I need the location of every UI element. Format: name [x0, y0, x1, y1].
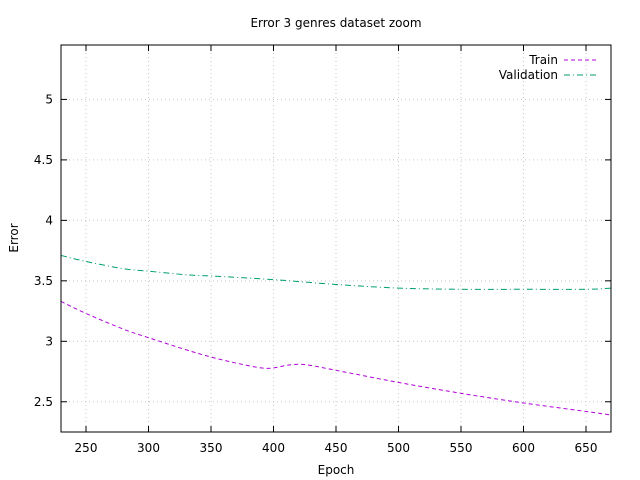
x-tick-label: 500 [387, 441, 410, 455]
y-tick-label: 2.5 [34, 395, 53, 409]
axis-ticks: 250 300 350 400 450 500 550 600 650 2.5 3 3.5 4 4.5 5 [34, 45, 611, 455]
y-axis-label: Error [7, 223, 21, 252]
legend-label-validation: Validation [499, 68, 558, 82]
chart-title: Error 3 genres dataset zoom [250, 16, 421, 30]
x-tick-label: 550 [450, 441, 473, 455]
x-tick-label: 350 [200, 441, 223, 455]
series-line-validation [60, 254, 612, 290]
x-axis-label: Epoch [318, 463, 355, 477]
x-tick-label: 600 [512, 441, 535, 455]
x-tick-label: 400 [262, 441, 285, 455]
y-tick-label: 5 [45, 92, 53, 106]
x-tick-label: 650 [575, 441, 598, 455]
x-tick-label: 450 [325, 441, 348, 455]
y-tick-label: 4 [45, 213, 53, 227]
legend-label-train: Train [528, 53, 558, 67]
grid [61, 45, 611, 432]
x-tick-label: 250 [75, 441, 98, 455]
y-tick-label: 4.5 [34, 153, 53, 167]
y-tick-label: 3 [45, 334, 53, 348]
series-group [60, 254, 612, 416]
series-line-train [60, 300, 612, 416]
x-tick-label: 300 [137, 441, 160, 455]
y-tick-label: 3.5 [34, 274, 53, 288]
